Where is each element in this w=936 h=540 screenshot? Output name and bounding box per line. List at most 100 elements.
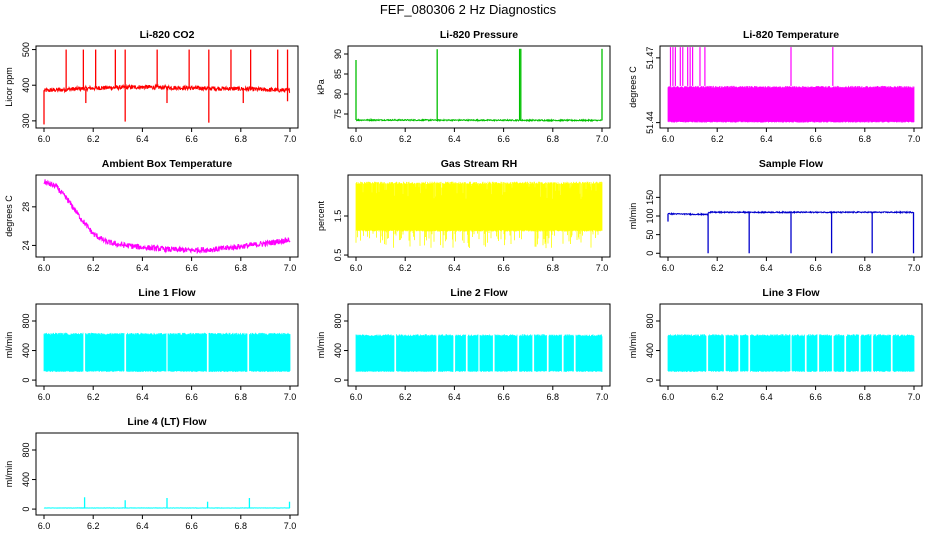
x-tick-label: 7.0 (596, 263, 609, 273)
x-tick-label: 6.4 (448, 134, 461, 144)
x-tick-label: 7.0 (908, 134, 921, 144)
x-tick-label: 6.2 (399, 263, 412, 273)
y-tick-label: 51.44 (645, 111, 655, 134)
series-path (43, 83, 291, 94)
x-tick-label: 6.4 (136, 134, 149, 144)
plot-frame (35, 303, 299, 387)
chart-panel-7: Line 1 Flow 6.0 6.2 6.4 6.6 6.8 7.0 0 400 800 ml/m… (4, 287, 299, 402)
x-tick-label: 6.4 (760, 263, 773, 273)
x-tick-label: 6.0 (662, 134, 675, 144)
chart-panel-2: Li-820 Pressure 6.0 6.2 6.4 6.6 6.8 7.0 75 80 85 9… (316, 29, 611, 144)
plot-frame (347, 45, 611, 129)
x-tick-label: 6.4 (760, 392, 773, 402)
x-tick-label: 6.2 (711, 263, 724, 273)
plot-frame (35, 174, 299, 258)
x-tick-label: 6.6 (809, 392, 822, 402)
y-tick-label: 0 (21, 507, 31, 512)
y-tick-label: 0 (333, 378, 343, 383)
x-tick-label: 6.0 (350, 134, 363, 144)
y-tick-label: 90 (333, 49, 343, 59)
x-tick-label: 6.8 (859, 134, 872, 144)
y-tick-label: 400 (21, 343, 31, 358)
y-tick-label: 400 (333, 343, 343, 358)
series-path (43, 179, 291, 255)
chart-panel-8: Line 2 Flow 6.0 6.2 6.4 6.6 6.8 7.0 0 400 800 ml/m… (316, 287, 611, 402)
y-axis-label: ml/min (4, 461, 14, 488)
x-tick-label: 6.0 (38, 134, 51, 144)
y-tick-label: 100 (645, 208, 655, 223)
series-line (355, 181, 603, 249)
chart-title: Line 2 Flow (450, 287, 508, 299)
chart-title: Gas Stream RH (441, 158, 517, 170)
x-tick-label: 6.0 (38, 521, 51, 531)
series-path (667, 210, 914, 217)
series-line (667, 334, 915, 372)
chart-title: Line 1 Flow (138, 287, 196, 299)
x-tick-label: 6.8 (859, 392, 872, 402)
x-tick-label: 6.6 (809, 134, 822, 144)
series-band (667, 334, 915, 372)
series-band (355, 334, 603, 372)
plot-frame (659, 303, 923, 387)
x-tick-label: 6.6 (497, 392, 510, 402)
x-tick-label: 6.8 (235, 134, 248, 144)
y-tick-label: 0 (645, 251, 655, 256)
y-tick-label: 50 (645, 230, 655, 240)
x-tick-label: 6.2 (87, 521, 100, 531)
y-tick-label: 0 (645, 378, 655, 383)
chart-panel-6: Sample Flow 6.0 6.2 6.4 6.6 6.8 7.0 0 50 100 150 ml… (628, 158, 923, 273)
series-path (355, 117, 603, 123)
y-axis-label: ml/min (628, 203, 638, 230)
y-tick-label: 800 (645, 313, 655, 328)
x-tick-label: 7.0 (284, 263, 297, 273)
x-tick-label: 6.6 (185, 521, 198, 531)
x-tick-label: 6.0 (38, 263, 51, 273)
series-band (43, 332, 291, 372)
y-axis-label: degrees C (4, 195, 14, 237)
x-tick-label: 6.4 (448, 263, 461, 273)
x-tick-label: 6.6 (497, 263, 510, 273)
x-tick-label: 7.0 (284, 392, 297, 402)
chart-panel-9: Line 3 Flow 6.0 6.2 6.4 6.6 6.8 7.0 0 400 800 ml/m… (628, 287, 923, 402)
x-tick-label: 7.0 (596, 392, 609, 402)
x-tick-label: 7.0 (284, 134, 297, 144)
y-tick-label: 400 (21, 472, 31, 487)
chart-title: Li-820 Pressure (440, 29, 518, 41)
x-tick-label: 6.2 (87, 392, 100, 402)
x-tick-label: 6.6 (185, 392, 198, 402)
x-tick-label: 6.8 (235, 392, 248, 402)
x-tick-label: 6.8 (235, 521, 248, 531)
chart-title: Line 3 Flow (762, 287, 820, 299)
chart-panel-5: Gas Stream RH 6.0 6.2 6.4 6.6 6.8 7.0 0.5 1.5 per… (316, 158, 611, 273)
x-tick-label: 6.4 (136, 521, 149, 531)
chart-title: Li-820 Temperature (743, 29, 839, 41)
x-tick-label: 6.4 (760, 134, 773, 144)
x-tick-label: 6.4 (136, 392, 149, 402)
series-line (43, 49, 291, 125)
y-tick-label: 400 (21, 78, 31, 93)
x-tick-label: 6.2 (711, 134, 724, 144)
series-band (355, 181, 603, 249)
x-tick-label: 7.0 (908, 392, 921, 402)
y-tick-label: 51.47 (645, 47, 655, 70)
y-axis-label: ml/min (628, 332, 638, 359)
x-tick-label: 6.2 (87, 263, 100, 273)
x-tick-label: 6.0 (350, 392, 363, 402)
y-axis-label: ml/min (4, 332, 14, 359)
y-tick-label: 28 (21, 202, 31, 212)
x-tick-label: 6.0 (38, 392, 51, 402)
chart-panel-3: Li-820 Temperature 6.0 6.2 6.4 6.6 6.8 7.0 51.4… (628, 29, 923, 144)
y-tick-label: 800 (21, 442, 31, 457)
y-tick-label: 500 (21, 42, 31, 57)
page-title: FEF_080306 2 Hz Diagnostics (379, 2, 557, 17)
y-tick-label: 80 (333, 89, 343, 99)
x-tick-label: 6.0 (662, 392, 675, 402)
y-tick-label: 1.5 (333, 210, 343, 223)
x-tick-label: 7.0 (596, 134, 609, 144)
series-line (355, 48, 603, 123)
y-tick-label: 0.5 (333, 249, 343, 262)
y-axis-label: percent (316, 200, 326, 231)
plot-frame (659, 45, 923, 129)
y-tick-label: 300 (21, 113, 31, 128)
y-axis-label: Licor ppm (4, 67, 14, 107)
